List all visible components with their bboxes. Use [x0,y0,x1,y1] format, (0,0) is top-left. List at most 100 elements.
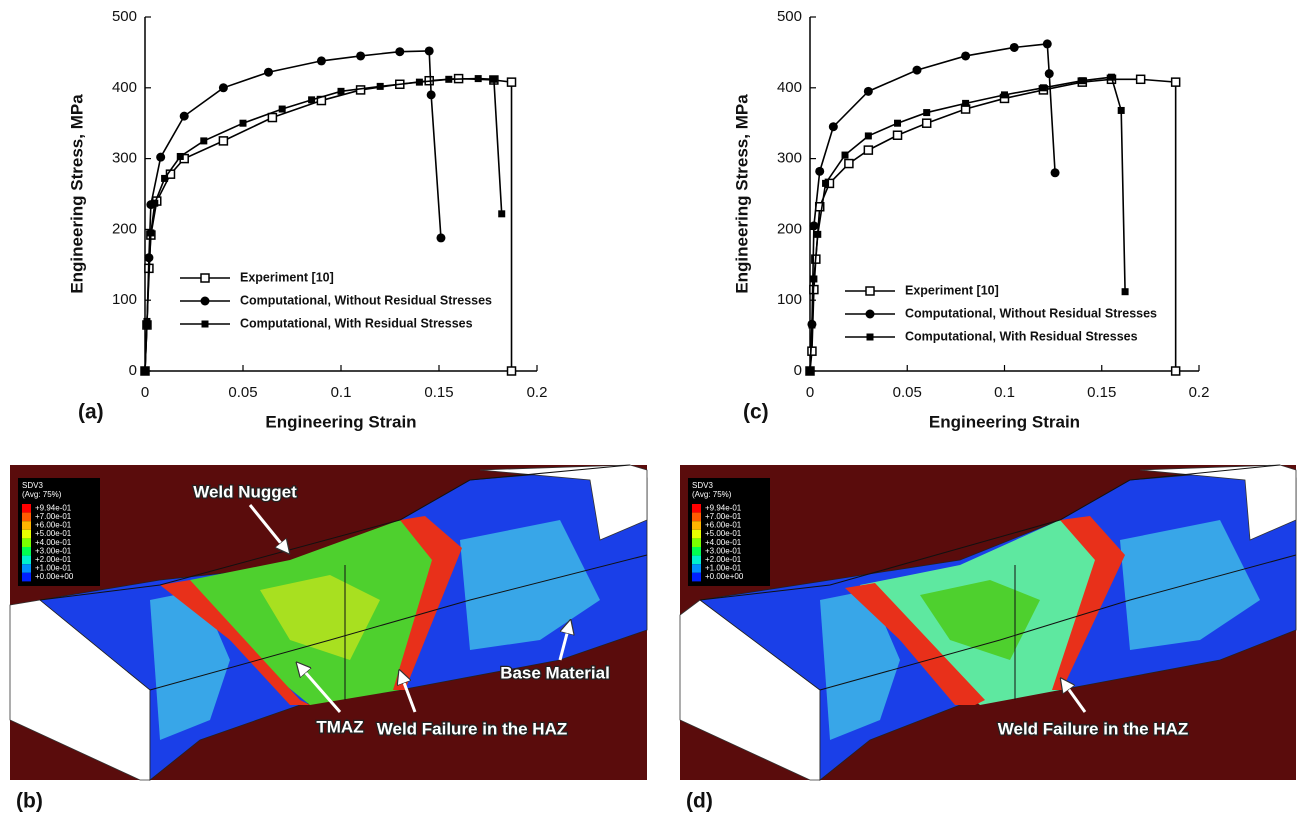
marker [177,153,184,160]
colorbar-title: SDV3 [22,481,43,490]
marker [425,46,434,55]
y-tick-label: 100 [112,291,137,308]
legend-label: Computational, Without Residual Stresses [240,293,492,307]
marker [1043,39,1052,48]
marker [961,51,970,60]
colorbar-label: +0.00e+00 [705,572,744,581]
colorbar-swatch [692,504,701,513]
marker [475,75,482,82]
annotation: Weld Failure in the HAZ [377,719,567,738]
marker [356,51,365,60]
x-tick-label: 0.15 [1087,384,1116,401]
marker [508,78,516,86]
marker [810,275,817,282]
x-tick-label: 0.2 [527,384,548,401]
y-tick-label: 500 [112,8,137,25]
figure: Weld Nugget TMAZ Weld Failure in the HAZ… [0,0,1304,817]
x-axis-label: Engineering Strain [265,412,416,431]
chart: 010020030040050000.050.10.150.2Engineeri… [67,8,547,432]
marker [807,368,814,375]
colorbar-subtitle: (Avg: 75%) [692,490,732,499]
marker [317,56,326,65]
marker [815,167,824,176]
marker [923,119,931,127]
marker [416,79,423,86]
marker [962,100,969,107]
marker [308,96,315,103]
y-tick-label: 0 [794,362,802,379]
colorbar-swatch [692,573,701,582]
x-tick-label: 0.1 [994,384,1015,401]
marker [864,87,873,96]
colorbar-swatch [22,521,31,530]
colorbar-swatch [692,556,701,565]
marker [923,109,930,116]
y-tick-label: 400 [777,79,802,96]
legend-marker [201,274,209,282]
x-tick-label: 0 [806,384,814,401]
marker [822,180,829,187]
y-axis-label: Engineering Stress, MPa [732,94,751,294]
y-tick-label: 200 [777,220,802,237]
colorbar-swatch [22,504,31,513]
marker [865,132,872,139]
colorbar-swatch [22,547,31,556]
y-tick-label: 500 [777,8,802,25]
marker [808,347,816,355]
y-tick-label: 300 [112,150,137,167]
marker [151,200,158,207]
marker [1051,168,1060,177]
marker [279,106,286,113]
marker [161,175,168,182]
marker [427,90,436,99]
legend-marker [201,297,210,306]
colorbar-swatch [692,538,701,547]
marker [200,137,207,144]
x-tick-label: 0 [141,384,149,401]
annotation: TMAZ [316,717,363,736]
colorbar-label: +0.00e+00 [35,572,74,581]
marker [240,120,247,127]
y-tick-label: 100 [777,291,802,308]
marker [498,210,505,217]
x-tick-label: 0.1 [331,384,352,401]
colorbar-swatch [692,530,701,539]
marker [268,114,276,122]
colorbar-swatch [22,538,31,547]
panel-label: (a) [78,401,104,424]
annotation: Base Material [500,663,610,682]
colorbar-swatch [22,513,31,522]
marker [1001,91,1008,98]
x-tick-label: 0.05 [228,384,257,401]
colorbar-swatch [22,530,31,539]
x-tick-label: 0.05 [893,384,922,401]
marker [1172,367,1180,375]
marker [338,88,345,95]
marker [1172,78,1180,86]
marker [1010,43,1019,52]
marker [842,152,849,159]
panel-label: (d) [686,790,713,813]
legend-label: Computational, With Residual Stresses [240,316,473,330]
marker [377,83,384,90]
colorbar-title: SDV3 [692,481,713,490]
legend-label: Computational, Without Residual Stresses [905,306,1157,320]
panel-label: (c) [743,401,769,424]
marker [395,47,404,56]
legend-marker [866,310,875,319]
marker [1137,75,1145,83]
marker [436,233,445,242]
annotation: Weld Failure in the HAZ [998,719,1188,738]
colorbar-swatch [692,521,701,530]
y-axis-label: Engineering Stress, MPa [67,94,86,294]
marker [894,131,902,139]
marker [156,153,165,162]
colorbar-swatch [22,564,31,573]
marker [490,76,497,83]
marker [143,318,150,325]
marker [814,231,821,238]
colorbar-swatch [22,556,31,565]
legend-label: Experiment [10] [905,283,999,297]
legend-marker [867,334,874,341]
